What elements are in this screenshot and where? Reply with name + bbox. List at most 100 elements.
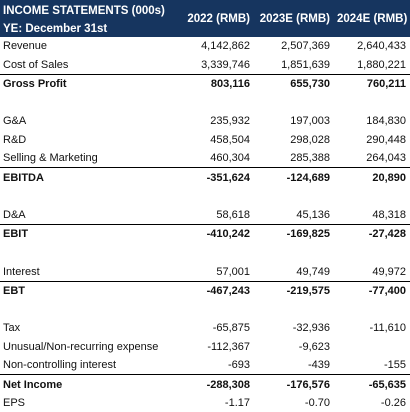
row-value-cell: 298,028 <box>290 133 330 146</box>
subtotal-row: Gross Profit 803,116 655,730 760,211 <box>0 73 410 94</box>
header-row-subtitle: YE: December 31st <box>0 21 410 37</box>
line-item-row: Non-controlling interest -693 -439 -155 <box>0 356 410 375</box>
line-item-row: Unusual/Non-recurring expense -112,367 -9,… <box>0 338 410 356</box>
row-value-cell <box>334 338 410 356</box>
row-value-cell: 458,504 <box>210 133 250 146</box>
row-value-cell: -65,635 <box>334 374 410 394</box>
row-label: Non-controlling interest <box>3 359 117 372</box>
table-body: Revenue 4,142,862 2,507,369 2,640,433 Cost o… <box>0 37 410 412</box>
column-header-2024e: 2024E (RMB) <box>334 0 410 37</box>
spacer-row <box>0 93 410 112</box>
row-value-cell: -9,623 <box>298 340 330 353</box>
row-label: Cost of Sales <box>3 58 69 71</box>
spacer-row <box>0 244 410 263</box>
spacer-cell <box>177 187 254 206</box>
spacer-cell <box>0 244 177 263</box>
spacer-cell <box>334 244 410 263</box>
row-value-cell: 4,142,862 <box>201 40 250 53</box>
line-item-row: D&A 58,618 45,136 48,318 <box>0 206 410 225</box>
row-value-cell: 285,388 <box>290 152 330 165</box>
column-header-2022: 2022 (RMB) <box>177 0 254 37</box>
row-value-cell: 20,890 <box>334 167 410 187</box>
row-value-cell: -27,428 <box>334 224 410 244</box>
spacer-cell <box>254 187 334 206</box>
spacer-cell <box>0 187 177 206</box>
statement-title: INCOME STATEMENTS (000s) <box>0 0 177 21</box>
spacer-cell <box>0 300 177 319</box>
statement-subtitle: YE: December 31st <box>0 21 177 37</box>
row-label: Revenue <box>3 40 48 53</box>
row-value-cell: -65,875 <box>212 322 250 335</box>
header-row-title: INCOME STATEMENTS (000s) 2022 (RMB) 2023… <box>0 0 410 37</box>
row-value-cell: -439 <box>307 359 330 372</box>
spacer-row <box>0 187 410 206</box>
row-value-cell: 3,339,746 <box>201 58 250 71</box>
row-value-cell: 45,136 <box>296 208 330 221</box>
line-item-row: Revenue 4,142,862 2,507,369 2,640,433 <box>0 37 410 55</box>
row-label: EBT <box>0 280 177 301</box>
spacer-cell <box>334 93 410 112</box>
spacer-cell <box>254 300 334 319</box>
row-label: EPS <box>3 397 26 410</box>
spacer-cell <box>177 244 254 263</box>
row-value-cell: 184,830 <box>366 115 406 128</box>
row-value-cell: -410,242 <box>177 224 254 244</box>
row-value-cell: 235,932 <box>210 115 250 128</box>
line-item-row: Tax -65,875 -32,936 -11,610 <box>0 319 410 337</box>
subtotal-row: Net Income -288,308 -176,576 -65,635 <box>0 374 410 394</box>
row-value-cell: -176,576 <box>254 374 334 394</box>
spacer-cell <box>0 93 177 112</box>
row-value-cell: -112,367 <box>207 340 250 353</box>
spacer-row <box>0 300 410 319</box>
row-value-cell: -288,308 <box>177 374 254 394</box>
row-value-cell: 57,001 <box>216 265 250 278</box>
row-value-cell: 197,003 <box>290 115 330 128</box>
row-value-cell: 1,851,639 <box>281 58 330 71</box>
spacer-cell <box>334 300 410 319</box>
row-label: Net Income <box>0 374 177 394</box>
row-label: Interest <box>3 265 40 278</box>
line-item-row: G&A 235,932 197,003 184,830 <box>0 112 410 130</box>
row-value-cell: 58,618 <box>216 208 250 221</box>
row-value-cell: -155 <box>383 359 406 372</box>
row-label: Gross Profit <box>0 73 177 94</box>
row-value-cell: -467,243 <box>177 280 254 301</box>
subtotal-row: EBT -467,243 -219,575 -77,400 <box>0 280 410 301</box>
row-value-cell: 290,448 <box>366 133 406 146</box>
line-item-row: EPS -1.17 -0.70 -0.26 <box>0 394 410 412</box>
spacer-cell <box>254 93 334 112</box>
row-value-cell: 460,304 <box>210 152 250 165</box>
row-value-cell: -124,689 <box>254 167 334 187</box>
row-value-cell: -351,624 <box>177 167 254 187</box>
column-header-2023e: 2023E (RMB) <box>254 0 334 37</box>
line-item-row: Cost of Sales 3,339,746 1,851,639 1,880,221 <box>0 55 410 74</box>
spacer-cell <box>334 187 410 206</box>
row-value-cell: 803,116 <box>177 73 254 94</box>
subtotal-row: EBIT -410,242 -169,825 -27,428 <box>0 224 410 244</box>
row-label: Tax <box>3 322 21 335</box>
row-value-cell: 2,640,433 <box>357 40 406 53</box>
table-header: INCOME STATEMENTS (000s) 2022 (RMB) 2023… <box>0 0 410 37</box>
row-value-cell: -0.26 <box>380 397 406 410</box>
line-item-row: Interest 57,001 49,749 49,972 <box>0 263 410 282</box>
subtotal-row: EBITDA -351,624 -124,689 20,890 <box>0 167 410 187</box>
row-value-cell: -693 <box>227 359 250 372</box>
row-value-cell: -169,825 <box>254 224 334 244</box>
row-label: Selling & Marketing <box>3 152 98 165</box>
row-label: R&D <box>3 133 27 146</box>
row-value-cell: 760,211 <box>334 73 410 94</box>
row-value-cell: 49,972 <box>372 265 406 278</box>
row-value-cell: 49,749 <box>296 265 330 278</box>
line-item-row: Selling & Marketing 460,304 285,388 264,043 <box>0 149 410 168</box>
row-label: EBITDA <box>0 167 177 187</box>
row-value-cell: -219,575 <box>254 280 334 301</box>
row-value-cell: -0.70 <box>304 397 330 410</box>
row-label: Unusual/Non-recurring expense <box>3 340 159 353</box>
row-value-cell: 655,730 <box>254 73 334 94</box>
row-value-cell: -32,936 <box>292 322 330 335</box>
spacer-cell <box>177 300 254 319</box>
spacer-cell <box>177 93 254 112</box>
row-label: EBIT <box>0 224 177 244</box>
